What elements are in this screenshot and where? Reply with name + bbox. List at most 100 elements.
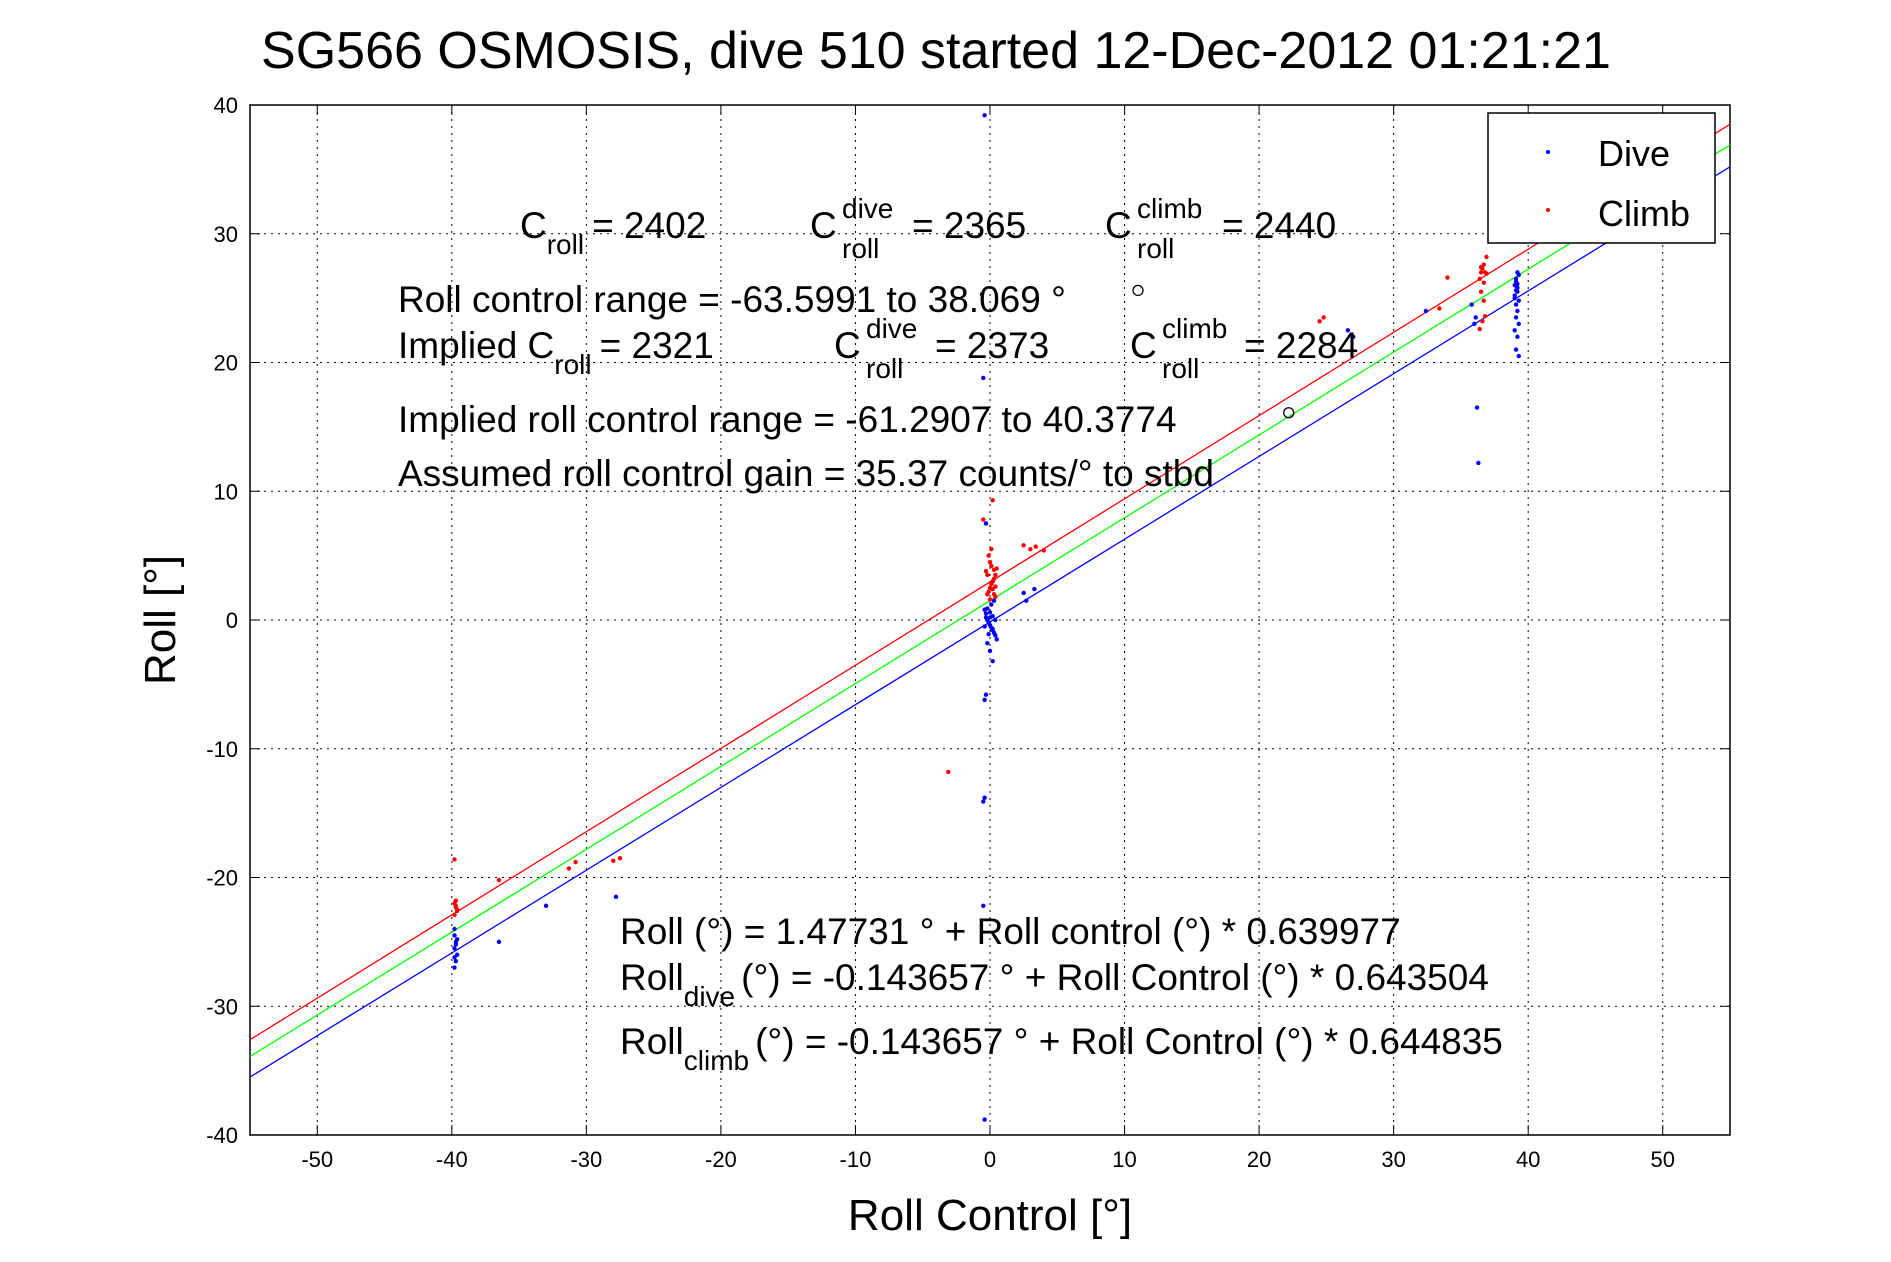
point-dive xyxy=(1351,334,1356,339)
point-dive xyxy=(1476,460,1481,466)
implied-dive-sub: roll xyxy=(866,353,903,384)
point-climb xyxy=(1484,271,1489,276)
c-roll-dive-value: = 2365 xyxy=(912,205,1026,246)
point-climb xyxy=(1478,270,1484,275)
point-climb xyxy=(983,568,989,574)
point-climb xyxy=(1033,544,1038,549)
y-tick-label: 40 xyxy=(214,93,238,118)
point-climb xyxy=(991,567,997,572)
legend-marker-dive xyxy=(1546,150,1550,154)
point-dive xyxy=(982,113,987,118)
point-dive xyxy=(1021,590,1026,596)
point-dive xyxy=(983,692,989,697)
point-dive xyxy=(991,598,997,603)
point-dive xyxy=(452,965,457,970)
point-climb xyxy=(1478,289,1484,294)
point-dive xyxy=(453,942,459,947)
point-dive xyxy=(543,903,549,909)
y-tick-label: 30 xyxy=(214,222,238,247)
x-axis-label: Roll Control [°] xyxy=(848,1191,1132,1240)
point-climb xyxy=(573,859,578,865)
point-climb xyxy=(1484,254,1489,260)
point-dive xyxy=(1516,353,1521,359)
c-roll-dive-sup: dive xyxy=(842,193,893,224)
point-climb xyxy=(985,572,990,578)
point-climb xyxy=(1445,275,1450,280)
c-roll-climb-sup: climb xyxy=(1137,193,1202,224)
x-tick-label: 40 xyxy=(1516,1147,1540,1172)
point-climb xyxy=(991,592,997,597)
point-climb xyxy=(1437,306,1442,311)
legend: Dive Climb xyxy=(1487,112,1716,244)
y-tick-label: 10 xyxy=(214,479,238,504)
point-climb xyxy=(566,866,572,871)
point-dive xyxy=(1513,347,1519,352)
point-climb xyxy=(617,855,623,861)
point-climb xyxy=(1481,280,1486,285)
c-roll-dive-annotation: C xyxy=(810,205,837,246)
point-climb xyxy=(496,877,502,883)
y-tick-label: -10 xyxy=(206,737,238,762)
point-climb xyxy=(1021,543,1026,548)
data-points xyxy=(452,113,1521,1122)
circle-marker xyxy=(1132,284,1144,297)
legend-marker-climb xyxy=(1546,208,1550,212)
point-dive xyxy=(1469,302,1474,307)
point-dive xyxy=(1513,315,1519,320)
point-climb xyxy=(1028,546,1033,552)
fit-all-annotation: Roll (°) = 1.47731 ° + Roll control (°) … xyxy=(620,911,1401,952)
point-dive xyxy=(994,637,999,642)
x-tick-label: -50 xyxy=(301,1147,333,1172)
y-tick-label: 20 xyxy=(214,351,238,376)
x-tick-label: -30 xyxy=(570,1147,602,1172)
c-roll-climb-sub: roll xyxy=(1137,233,1174,264)
point-climb xyxy=(1041,548,1047,553)
point-dive xyxy=(455,937,460,942)
y-tick-label: -20 xyxy=(206,866,238,891)
point-dive xyxy=(1345,328,1351,333)
point-climb xyxy=(453,903,459,909)
point-climb xyxy=(453,898,459,903)
point-dive xyxy=(989,602,994,607)
implied-dive-annotation: C xyxy=(834,325,861,366)
legend-box xyxy=(1487,112,1716,244)
point-climb xyxy=(993,584,998,589)
point-climb xyxy=(989,563,994,569)
point-dive xyxy=(993,633,998,638)
y-tick-label: 0 xyxy=(226,608,238,633)
point-climb xyxy=(986,589,991,594)
x-tick-label: -10 xyxy=(840,1147,872,1172)
ticks: -50 -40 -30 -20 -10 0 10 20 30 40 50 -40 -30 -20 -10 0 1… xyxy=(206,93,1730,1172)
c-roll-dive-sub: roll xyxy=(842,233,879,264)
implied-climb-sub: roll xyxy=(1162,353,1199,384)
point-dive xyxy=(1515,334,1520,339)
point-dive xyxy=(987,615,993,620)
implied-climb-sup: climb xyxy=(1162,313,1227,344)
x-tick-label: 20 xyxy=(1247,1147,1271,1172)
point-dive xyxy=(1515,308,1520,314)
point-dive xyxy=(986,631,991,637)
point-dive xyxy=(452,926,457,932)
circle-markers xyxy=(1132,284,1295,419)
implied-dive-sup: dive xyxy=(866,313,917,344)
point-dive xyxy=(990,659,995,664)
point-dive xyxy=(1472,321,1477,327)
point-dive xyxy=(452,933,457,938)
point-dive xyxy=(452,955,457,960)
fit-line-0 xyxy=(249,123,1731,1041)
legend-label-dive: Dive xyxy=(1598,133,1670,174)
point-climb xyxy=(452,857,457,862)
point-climb xyxy=(1478,265,1484,270)
point-climb xyxy=(990,579,995,584)
implied-climb-value: = 2284 xyxy=(1244,325,1358,366)
point-dive xyxy=(1032,586,1037,592)
c-roll-climb-annotation: C xyxy=(1105,205,1132,246)
x-tick-label: 50 xyxy=(1650,1147,1674,1172)
x-tick-label: 0 xyxy=(984,1147,996,1172)
fit-climb-annotation: Rollclimb (°) = -0.143657 ° + Roll Contro… xyxy=(620,1021,1503,1076)
x-tick-label: -40 xyxy=(436,1147,468,1172)
point-climb xyxy=(987,559,993,565)
point-dive xyxy=(1515,270,1520,275)
range-annotation: Roll control range = -63.5991 to 38.069 … xyxy=(398,279,1066,320)
